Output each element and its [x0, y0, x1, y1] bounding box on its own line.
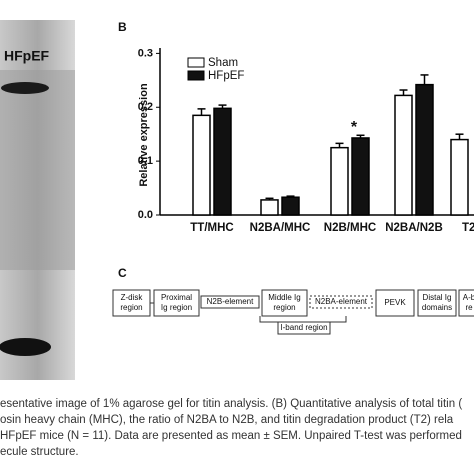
domain-box — [458, 289, 474, 317]
x-tick-label: N2B/MHC — [324, 222, 376, 234]
domain-label: Distal Ig — [423, 293, 452, 302]
gel-label: HFpEF — [4, 48, 50, 64]
caption-line: ecule structure. — [0, 446, 79, 458]
y-axis-label: Relative expression — [138, 83, 150, 187]
legend-label: Sham — [208, 57, 238, 69]
domain-box — [417, 289, 457, 317]
gel-band — [1, 82, 49, 94]
panel-label: B — [118, 20, 127, 34]
domain-box — [261, 289, 308, 317]
bar — [192, 114, 211, 216]
x-tick-label: N2BA/N2B — [385, 222, 443, 234]
bar — [213, 107, 232, 216]
bar — [450, 138, 469, 216]
legend-swatch — [187, 70, 205, 81]
domain-label: N2BA-element — [315, 297, 368, 306]
bar — [351, 137, 370, 216]
y-tick-label: 0.0 — [138, 209, 153, 221]
domain-label: domains — [422, 303, 452, 312]
x-tick-label: TT/MHC — [190, 222, 233, 234]
bar — [415, 83, 434, 216]
x-tick-label: T2/ — [462, 222, 474, 234]
bar — [281, 196, 300, 216]
domain-box — [200, 295, 260, 309]
figure: HFpEF B Relative expression C 0.0 0.1 0.2 0… — [0, 20, 474, 380]
gel-band — [0, 338, 51, 356]
region-box — [277, 321, 331, 335]
legend-swatch — [187, 57, 205, 68]
caption-line: esentative image of 1% agarose gel for t… — [0, 398, 463, 410]
domain-label: Z-disk — [121, 293, 144, 302]
bar — [330, 146, 349, 216]
y-tick-label: 0.2 — [138, 101, 153, 113]
legend-label: HFpEF — [208, 70, 244, 82]
domain-label: A-b — [463, 293, 474, 302]
domain-label: Middle Ig — [268, 293, 300, 302]
bracket — [259, 316, 347, 323]
domain-box — [309, 295, 373, 309]
gel-smear — [0, 70, 75, 270]
domain-label: Ig region — [161, 303, 192, 312]
bar — [394, 94, 413, 216]
y-tick-label: 0.1 — [138, 155, 153, 167]
domain-box — [375, 289, 415, 317]
region-label: I-band region — [280, 323, 327, 332]
x-tick-label: N2BA/MHC — [250, 222, 311, 234]
domain-label: Proximal — [161, 293, 192, 302]
annotation: * — [351, 119, 358, 136]
domain-box — [153, 289, 200, 317]
panel-label: C — [118, 266, 127, 280]
domain-label: N2B-element — [207, 297, 254, 306]
domain-label: region — [120, 303, 142, 312]
y-tick-label: 0.3 — [138, 47, 153, 59]
caption-line: osin heavy chain (MHC), the ratio of N2B… — [0, 414, 454, 426]
caption-line: HFpEF mice (N = 11). Data are presented … — [0, 430, 462, 442]
bar — [260, 199, 279, 216]
domain-label: PEVK — [384, 298, 406, 307]
domain-label: region — [273, 303, 295, 312]
domain-label: re — [465, 303, 473, 312]
